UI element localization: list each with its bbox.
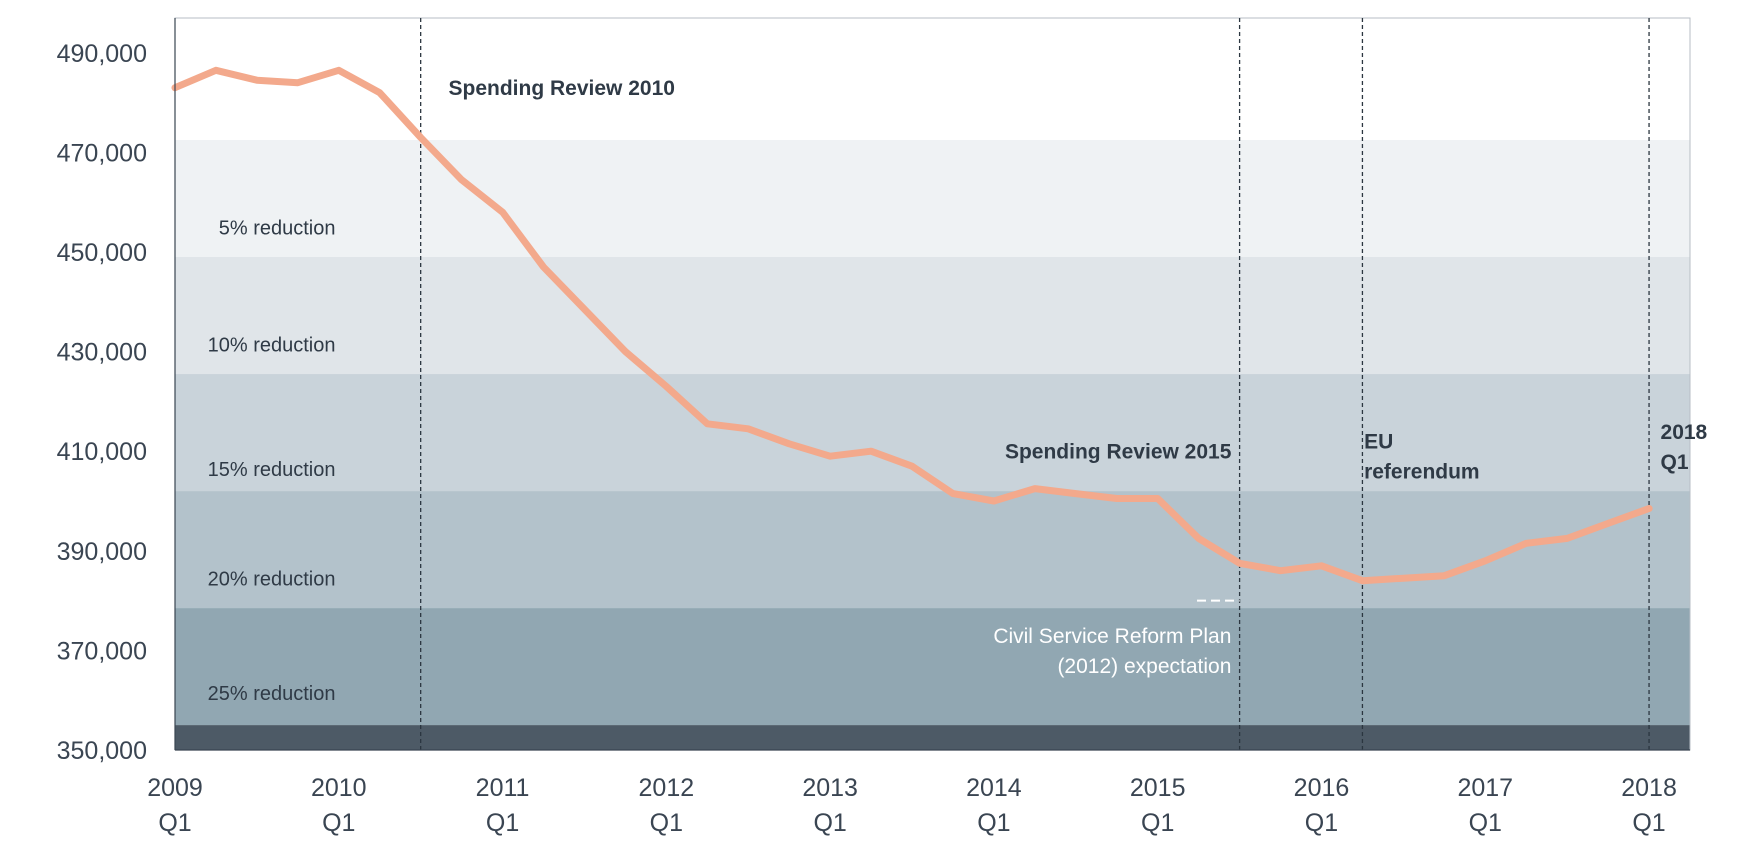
event-label-line: 2018 [1661,421,1708,444]
band-5 [175,725,1690,750]
band-labels: 5% reduction 10% reduction 15% reduction 20… [208,218,336,706]
event-label: Spending Review 2015 [1005,441,1232,464]
y-tick-label: 350,000 [57,737,147,765]
x-tick-year: 2016 [1294,774,1350,802]
event-label: 2018 Q1 [1661,421,1708,474]
csrp-label: Civil Service Reform Plan (2012) expectat… [993,625,1231,678]
x-tick-year: 2015 [1130,774,1186,802]
event-label-line: referendum [1364,461,1480,484]
series [171,66,1653,585]
y-tick-label: 430,000 [57,339,147,367]
x-tick-year: 2014 [966,774,1022,802]
x-tick-label: 2013 Q1 [802,774,858,837]
x-tick-label: 2010 Q1 [311,774,367,837]
x-tick-quarter: Q1 [813,809,846,837]
x-tick-label: 2011 Q1 [476,774,530,837]
reduction-bands [175,140,1690,750]
band-label: 25% reduction [208,683,336,705]
y-tick-label: 470,000 [57,139,147,167]
x-tick-quarter: Q1 [650,809,683,837]
x-tick-label: 2018 Q1 [1621,774,1677,837]
event-label: Spending Review 2010 [449,77,675,100]
x-tick-quarter: Q1 [486,809,519,837]
y-tick-label: 390,000 [57,538,147,566]
x-tick-quarter: Q1 [322,809,355,837]
band-label: 20% reduction [208,569,336,591]
axes [174,18,1690,751]
x-tick-quarter: Q1 [977,809,1010,837]
x-tick-quarter: Q1 [1469,809,1502,837]
y-tick-label: 490,000 [57,40,147,68]
x-tick-label: 2016 Q1 [1294,774,1350,837]
x-tick-year: 2010 [311,774,367,802]
csrp-annotation: Civil Service Reform Plan (2012) expectat… [993,599,1240,678]
x-tick-year: 2009 [147,774,203,802]
x-tick-label: 2014 Q1 [966,774,1022,837]
x-tick-year: 2018 [1621,774,1677,802]
x-tick-quarter: Q1 [158,809,191,837]
x-tick-label: 2012 Q1 [639,774,695,837]
x-tick-year: 2017 [1457,774,1513,802]
y-tick-label: 370,000 [57,637,147,665]
y-tick-label: 410,000 [57,438,147,466]
x-tick-quarter: Q1 [1305,809,1338,837]
event-label-line: EU [1364,431,1393,454]
band-label: 15% reduction [208,459,336,481]
band-4 [175,608,1690,726]
event-label: EU referendum [1364,431,1480,484]
y-tick-label: 450,000 [57,239,147,267]
band-1 [175,257,1690,375]
x-tick-year: 2013 [802,774,858,802]
x-tick-year: 2012 [639,774,695,802]
band-0 [175,140,1690,258]
event-markers: Spending Review 2010 Spending Review 2015… [420,18,1708,750]
series-line [171,66,1653,585]
x-tick-label: 2017 Q1 [1457,774,1513,837]
event-label-line: Q1 [1661,451,1689,474]
x-tick-quarter: Q1 [1141,809,1174,837]
event-label-line: Spending Review 2010 [449,77,675,100]
x-tick-label: 2015 Q1 [1130,774,1186,837]
csrp-label-line: (2012) expectation [1057,655,1231,678]
x-tick-quarter: Q1 [1632,809,1665,837]
event-label-line: Spending Review 2015 [1005,441,1232,464]
band-label: 5% reduction [219,218,336,240]
band-2 [175,374,1690,492]
x-tick-label: 2009 Q1 [147,774,203,837]
y-axis-ticks: 350,000 370,000 390,000 410,000 430,000 450,0… [57,40,147,765]
x-tick-year: 2011 [476,774,530,802]
csrp-label-line: Civil Service Reform Plan [993,625,1231,648]
band-3 [175,491,1690,609]
band-label: 10% reduction [208,335,336,357]
